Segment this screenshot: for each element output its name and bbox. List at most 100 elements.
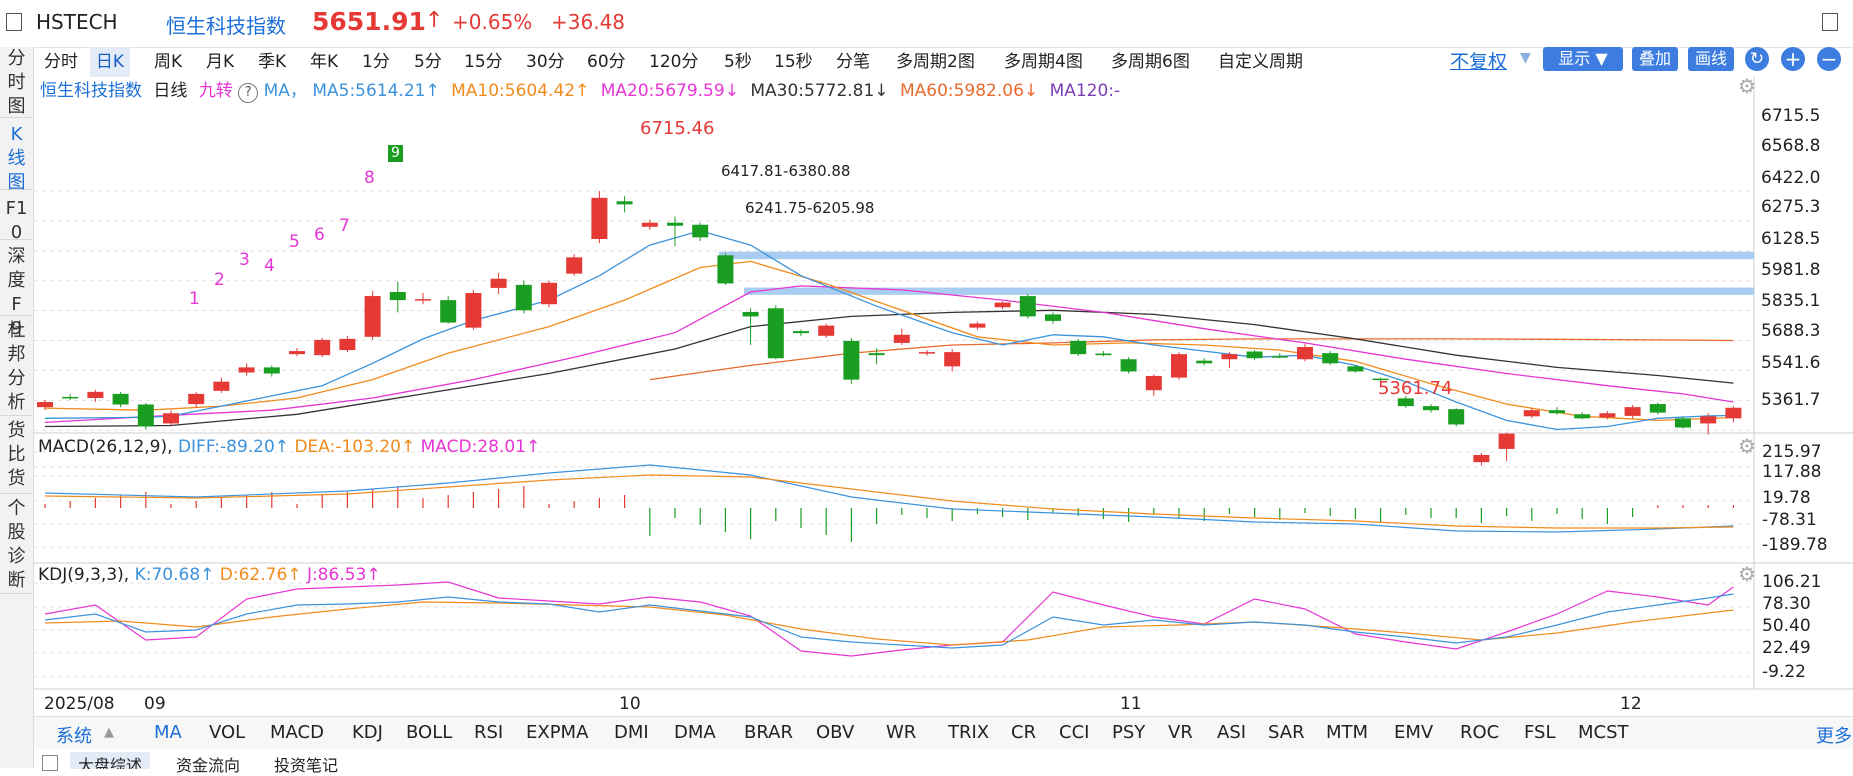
tab-market-overview[interactable]: 大盘综述: [70, 752, 150, 769]
indicator-mcst[interactable]: MCST: [1578, 722, 1629, 743]
period-month[interactable]: 月K: [206, 52, 235, 72]
period-multi6[interactable]: 多周期6图: [1111, 52, 1190, 72]
indicator-vol[interactable]: VOL: [209, 722, 246, 743]
candle-body: [667, 222, 683, 226]
period-multi4[interactable]: 多周期4图: [1004, 52, 1083, 72]
indicator-expma[interactable]: EXPMA: [526, 722, 589, 743]
candle-body: [692, 224, 709, 238]
candle-body: [1675, 418, 1691, 428]
ma30-line: [44, 309, 1734, 428]
bottom-panel-checkbox[interactable]: [42, 755, 58, 771]
kline-chart[interactable]: [34, 77, 1853, 716]
indicator-fsl[interactable]: FSL: [1524, 722, 1556, 743]
period-tick[interactable]: 分笔: [836, 52, 870, 72]
help-icon[interactable]: ?: [238, 83, 259, 103]
indicator-ma[interactable]: MA: [154, 722, 182, 743]
period-120min[interactable]: 120分: [649, 52, 699, 72]
legend-nine[interactable]: 九转: [198, 81, 233, 101]
candle-body: [62, 396, 79, 399]
draw-line-button[interactable]: 画线: [1688, 47, 1734, 71]
legend-name: 恒生科技指数: [40, 81, 142, 101]
period-5sec[interactable]: 5秒: [724, 52, 752, 72]
macd-legend: MACD(26,12,9), DIFF:-89.20↑ DEA:-103.20↑…: [38, 437, 541, 457]
indicator-roc[interactable]: ROC: [1460, 722, 1500, 743]
ma60-line: [649, 338, 1734, 381]
indicator-boll[interactable]: BOLL: [406, 722, 453, 743]
period-timeshare[interactable]: 分时: [44, 52, 78, 72]
candle-body: [1700, 416, 1717, 424]
indicator-dmi[interactable]: DMI: [614, 722, 649, 743]
kdj-settings-gear-icon[interactable]: ⚙: [1738, 562, 1756, 586]
nav-f10[interactable]: F10: [0, 189, 33, 243]
nav-compare[interactable]: 货比货: [0, 415, 33, 494]
nav-dupont[interactable]: 杜邦分析: [0, 315, 33, 416]
system-tab[interactable]: 系统: [56, 726, 92, 747]
indicator-trix[interactable]: TRIX: [948, 722, 990, 743]
price-axis-label: 5688.3: [1761, 321, 1821, 341]
candle-body: [1448, 409, 1465, 425]
zoom-out-icon[interactable]: −: [1817, 47, 1841, 71]
period-15min[interactable]: 15分: [464, 52, 503, 72]
display-button[interactable]: 显示 ▼: [1543, 47, 1623, 71]
kdj-axis-label: 22.49: [1762, 638, 1811, 658]
ma5-line: [44, 230, 1734, 431]
nav-timeshare[interactable]: 分时图: [0, 47, 33, 118]
period-year[interactable]: 年K: [310, 52, 339, 72]
period-60min[interactable]: 60分: [587, 52, 626, 72]
settings-gear-icon[interactable]: ⚙: [1738, 74, 1756, 98]
indicator-wr[interactable]: WR: [886, 722, 917, 743]
candle-body: [1221, 354, 1238, 360]
candle-body: [263, 367, 280, 374]
nav-depth-f9[interactable]: 深度F9: [0, 239, 33, 339]
candle-body: [339, 338, 356, 351]
macd-settings-gear-icon[interactable]: ⚙: [1738, 434, 1756, 458]
candle-body: [364, 296, 381, 337]
candle-body: [1574, 414, 1591, 419]
indicator-asi[interactable]: ASI: [1217, 722, 1247, 743]
td-count: 7: [339, 216, 350, 236]
candle-body: [112, 393, 129, 405]
indicator-cr[interactable]: CR: [1011, 722, 1037, 743]
period-quarter[interactable]: 季K: [258, 52, 287, 72]
tab-notes[interactable]: 投资笔记: [274, 756, 339, 775]
td-count-nine: 9: [388, 145, 403, 162]
overlay-button[interactable]: 叠加: [1632, 47, 1678, 71]
nav-diagnosis[interactable]: 个股诊断: [0, 493, 33, 594]
zoom-in-icon[interactable]: +: [1781, 47, 1805, 71]
macd-dea-line: [44, 474, 1734, 529]
period-5min[interactable]: 5分: [414, 52, 442, 72]
more-indicators-link[interactable]: 更多: [1816, 726, 1852, 747]
candle-body: [1372, 378, 1389, 381]
period-week[interactable]: 周K: [154, 52, 183, 72]
indicator-cci[interactable]: CCI: [1059, 722, 1090, 743]
indicator-psy[interactable]: PSY: [1112, 722, 1146, 743]
indicator-obv[interactable]: OBV: [816, 722, 855, 743]
price-axis-label: 6128.5: [1761, 229, 1821, 249]
indicator-sar[interactable]: SAR: [1268, 722, 1305, 743]
tab-capital-flow[interactable]: 资金流向: [176, 756, 241, 775]
indicator-mtm[interactable]: MTM: [1326, 722, 1369, 743]
indicator-rsi[interactable]: RSI: [474, 722, 504, 743]
indicator-vr[interactable]: VR: [1168, 722, 1193, 743]
indicator-dma[interactable]: DMA: [674, 722, 716, 743]
refresh-icon[interactable]: ↻: [1745, 47, 1769, 71]
panel-toggle-icon[interactable]: [1822, 13, 1838, 31]
period-day[interactable]: 日K: [90, 47, 130, 77]
period-multi2[interactable]: 多周期2图: [896, 52, 975, 72]
indicator-brar[interactable]: BRAR: [744, 722, 793, 743]
kdj-axis-label: -9.22: [1762, 662, 1806, 682]
period-1min[interactable]: 1分: [362, 52, 390, 72]
candle-body: [465, 293, 482, 328]
td-count: 6: [314, 225, 325, 245]
candle-body: [566, 257, 583, 274]
period-custom[interactable]: 自定义周期: [1218, 52, 1303, 72]
period-30min[interactable]: 30分: [526, 52, 565, 72]
indicator-kdj[interactable]: KDJ: [352, 722, 383, 743]
sidebar-toggle-icon[interactable]: [6, 13, 22, 31]
indicator-macd[interactable]: MACD: [270, 722, 324, 743]
indicator-emv[interactable]: EMV: [1394, 722, 1434, 743]
nav-kline[interactable]: K线图: [0, 117, 33, 193]
period-15sec[interactable]: 15秒: [774, 52, 813, 72]
adjust-dropdown[interactable]: 不复权: [1450, 51, 1508, 73]
legend-ma: MA: [263, 81, 290, 101]
